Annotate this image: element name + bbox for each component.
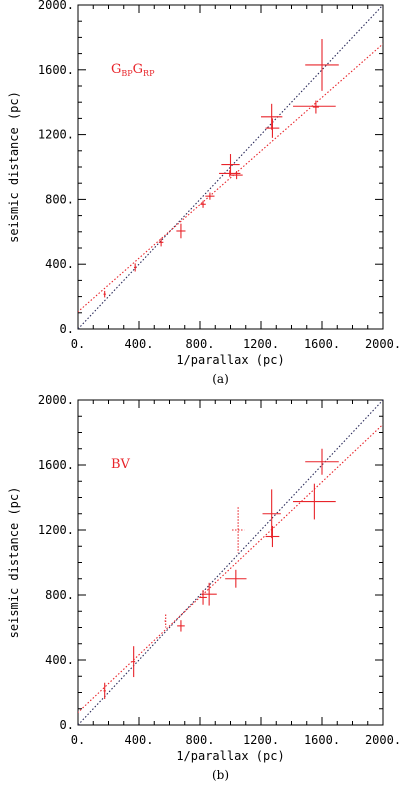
data-point xyxy=(225,569,247,588)
y-tick-label: 0. xyxy=(60,322,74,336)
y-tick-label: 400. xyxy=(45,257,74,271)
x-tick-label: 1600. xyxy=(304,337,340,351)
y-tick-label: 400. xyxy=(45,653,74,667)
plot-area xyxy=(78,5,383,329)
data-point xyxy=(103,682,106,699)
data-point xyxy=(219,170,241,177)
panel-caption: (b) xyxy=(212,768,229,782)
y-tick-label: 2000. xyxy=(38,393,74,407)
data-point xyxy=(201,582,217,606)
data-point xyxy=(158,238,164,247)
x-axis-title: 1/parallax (pc) xyxy=(176,749,284,763)
x-tick-label: 800. xyxy=(186,337,215,351)
data-point xyxy=(177,620,185,632)
identity-line xyxy=(78,400,383,725)
panel-b: 0. 400. 800. 1200. 1600. 2000. 0. 400. 800. 1200.… xyxy=(7,393,400,782)
y-tick-label: 1200. xyxy=(38,523,74,537)
data-point xyxy=(293,483,336,520)
data-point xyxy=(103,290,106,298)
x-tick-label: 1200. xyxy=(243,337,279,351)
panel-caption: (a) xyxy=(212,372,229,386)
series-annotation: GBPGRP xyxy=(111,62,155,78)
data-point xyxy=(176,223,186,239)
series-annotation: BV xyxy=(111,457,131,472)
data-point xyxy=(232,507,245,553)
x-tick-label: 400. xyxy=(125,337,154,351)
y-tick-label: 800. xyxy=(45,588,74,602)
y-tick-label: 2000. xyxy=(38,0,74,12)
data-point xyxy=(305,39,339,91)
data-point xyxy=(221,154,240,176)
data-point xyxy=(164,614,167,628)
panel-a: 0. 400. 800. 1200. 1600. 2000. 0. 400. 800. 1200.… xyxy=(7,0,400,386)
x-tick-label: 1600. xyxy=(304,733,340,747)
plot-area xyxy=(78,400,383,725)
y-tick-label: 1200. xyxy=(38,128,74,142)
y-axis-title: seismic distance (pc) xyxy=(7,91,21,243)
y-tick-label: 0. xyxy=(60,718,74,732)
x-tick-label: 800. xyxy=(186,733,215,747)
y-tick-label: 800. xyxy=(45,192,74,206)
x-tick-label: 2000. xyxy=(365,337,400,351)
data-point xyxy=(261,103,283,130)
data-point xyxy=(312,100,319,114)
data-point xyxy=(265,118,280,138)
data-point xyxy=(265,525,280,548)
x-axis-title: 1/parallax (pc) xyxy=(176,353,284,367)
data-point xyxy=(199,590,207,605)
data-point xyxy=(205,192,215,200)
x-tick-label: 0. xyxy=(71,733,85,747)
y-tick-label: 1600. xyxy=(38,63,74,77)
data-point xyxy=(133,263,137,272)
data-point xyxy=(262,489,281,539)
y-tick-label: 1600. xyxy=(38,458,74,472)
data-point xyxy=(230,171,243,180)
x-tick-label: 1200. xyxy=(243,733,279,747)
y-axis-title: seismic distance (pc) xyxy=(7,487,21,639)
data-point xyxy=(132,646,136,678)
x-tick-label: 2000. xyxy=(365,733,400,747)
identity-line xyxy=(78,5,383,329)
fit-line xyxy=(78,43,383,313)
data-point xyxy=(305,448,339,475)
data-point xyxy=(200,200,206,208)
x-tick-label: 0. xyxy=(71,337,85,351)
x-tick-label: 400. xyxy=(125,733,154,747)
fit-line xyxy=(78,423,383,714)
